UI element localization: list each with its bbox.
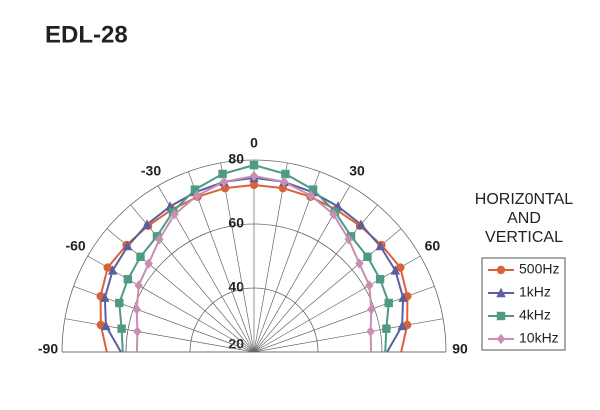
grid-spoke (130, 204, 255, 353)
data-point (367, 304, 376, 315)
data-point (375, 240, 385, 251)
data-point (355, 258, 364, 269)
data-point (152, 232, 162, 241)
grid-spoke (253, 318, 444, 353)
grid-spoke (188, 171, 255, 353)
data-point (344, 234, 353, 245)
data-point (366, 326, 375, 337)
legend-title: VERTICAL (485, 229, 563, 246)
theta-tick-label: -30 (141, 162, 161, 178)
legend-marker (496, 311, 506, 321)
data-point (308, 185, 318, 194)
data-point (190, 185, 200, 194)
legend-label: 1kHz (519, 284, 551, 300)
data-point (398, 292, 408, 302)
chart-title: EDL-28 (45, 21, 128, 48)
legend-title: AND (507, 210, 541, 227)
data-point (281, 169, 290, 179)
grid-spoke (253, 171, 320, 353)
data-point (100, 292, 110, 302)
data-point (382, 324, 391, 333)
r-tick-label: 80 (228, 151, 244, 167)
data-point (396, 263, 405, 272)
data-point (218, 169, 227, 179)
data-point (249, 170, 259, 182)
grid-spoke (220, 162, 255, 353)
legend-box (481, 257, 566, 351)
legend-marker (496, 287, 506, 298)
data-point (170, 209, 179, 220)
theta-tick-label: 0 (250, 135, 258, 151)
data-point (390, 265, 401, 275)
data-point (136, 252, 145, 261)
data-point (346, 232, 356, 241)
data-point (249, 180, 259, 190)
legend-title: HORIZ0NTAL (475, 191, 573, 208)
data-point (144, 258, 153, 269)
data-point (219, 176, 229, 188)
theta-tick-label: 30 (349, 162, 365, 178)
data-point (133, 326, 142, 337)
data-point (123, 275, 133, 284)
grid-spoke (253, 162, 288, 353)
theta-tick-label: -90 (38, 341, 58, 357)
data-point (134, 280, 143, 291)
data-point (142, 219, 152, 229)
data-point (192, 190, 202, 201)
data-point (397, 320, 407, 331)
data-point (375, 275, 385, 284)
data-point (363, 252, 372, 261)
data-point (249, 160, 259, 170)
data-point (117, 324, 126, 333)
legend-marker (496, 265, 506, 275)
data-point (306, 190, 316, 201)
data-point (103, 263, 112, 272)
data-point (356, 219, 366, 229)
data-point (329, 209, 338, 220)
data-point (220, 183, 230, 193)
data-point (123, 240, 133, 251)
data-point (279, 176, 289, 188)
data-point (365, 280, 374, 291)
legend-label: 10kHz (519, 330, 559, 346)
theta-tick-label: -60 (65, 238, 85, 254)
data-point (101, 320, 111, 331)
grid-spoke (253, 204, 378, 353)
data-point (107, 265, 118, 275)
theta-tick-label: 60 (425, 238, 441, 254)
theta-tick-label: 90 (452, 341, 468, 357)
data-point (132, 304, 141, 315)
r-tick-label: 40 (228, 279, 244, 295)
data-point (384, 298, 393, 308)
legend-marker (496, 333, 506, 345)
legend-label: 500Hz (519, 261, 559, 277)
grid-spoke (64, 318, 255, 353)
data-point (115, 298, 124, 308)
legend-label: 4kHz (519, 307, 551, 323)
r-tick-label: 60 (228, 215, 244, 231)
data-point (155, 234, 164, 245)
data-point (278, 183, 288, 193)
